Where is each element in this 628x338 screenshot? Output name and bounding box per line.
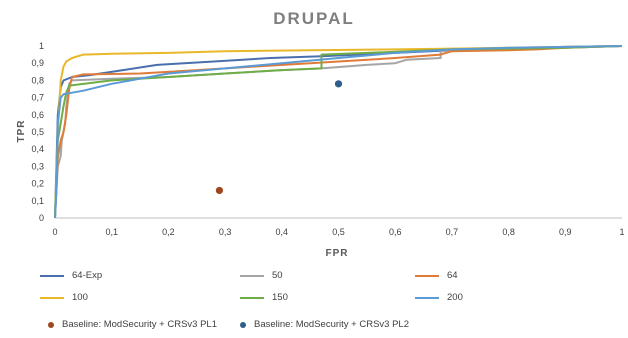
y-tick-label: 0,9 [31, 58, 44, 68]
series-line-64-exp [54, 45, 623, 219]
x-tick-label: 0,2 [162, 227, 175, 237]
x-tick-label: 0 [52, 227, 57, 237]
y-tick-label: 0,5 [31, 127, 44, 137]
axes: 0 0,1 0,2 0,3 0,4 0,5 0,6 0,7 0,8 0,9 1 0 0,1 0,2 0,3 0… [31, 41, 624, 237]
y-tick-label: 1 [39, 41, 44, 51]
series-layer [54, 45, 623, 219]
series-line-200 [54, 45, 623, 219]
x-tick-label: 0,6 [389, 227, 402, 237]
x-axis-label: FPR [326, 248, 349, 259]
y-tick-label: 0 [39, 213, 44, 223]
series-line-100 [54, 45, 623, 219]
x-tick-label: 0,1 [105, 227, 118, 237]
x-tick-label: 0,3 [219, 227, 232, 237]
series-line-150 [54, 45, 623, 219]
x-tick-label: 0,5 [332, 227, 345, 237]
baseline-point-pl1 [215, 186, 224, 195]
y-tick-label: 0,8 [31, 75, 44, 85]
x-tick-label: 1 [619, 227, 624, 237]
y-tick-label: 0,6 [31, 110, 44, 120]
y-tick-label: 0,3 [31, 161, 44, 171]
y-tick-label: 0,7 [31, 93, 44, 103]
y-tick-label: 0,1 [31, 196, 44, 206]
y-axis-label: TPR [16, 120, 27, 143]
y-tick-label: 0,2 [31, 179, 44, 189]
baseline-layer [215, 80, 343, 195]
x-tick-label: 0,9 [559, 227, 572, 237]
series-line-64 [54, 45, 623, 219]
baseline-point-pl2 [334, 80, 343, 88]
chart-title: DRUPAL [273, 9, 355, 28]
series-line-50 [54, 45, 623, 219]
x-tick-label: 0,8 [502, 227, 515, 237]
y-tick-label: 0,4 [31, 144, 44, 154]
x-tick-label: 0,4 [276, 227, 289, 237]
x-tick-label: 0,7 [446, 227, 459, 237]
